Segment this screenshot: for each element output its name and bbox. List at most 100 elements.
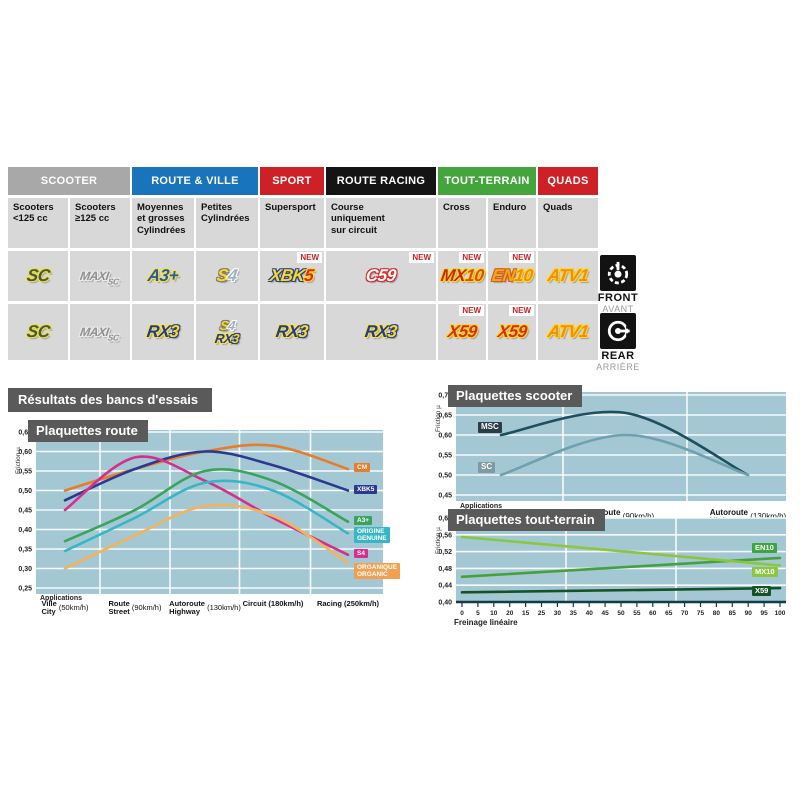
svg-text:0,50: 0,50 [438, 473, 452, 480]
chart-title: Plaquettes tout-terrain [448, 509, 605, 531]
svg-text:0,55: 0,55 [18, 469, 32, 476]
svg-text:0,52: 0,52 [438, 549, 452, 556]
chart-canvas: 0,70 0,65 0,60 0,55 0,50 0,45 [438, 392, 786, 501]
svg-text:0,48: 0,48 [438, 566, 452, 573]
svg-text:0,70: 0,70 [438, 393, 452, 400]
svg-text:0,65: 0,65 [438, 413, 452, 420]
svg-text:45: 45 [601, 610, 609, 617]
group-header-route-ville: ROUTE & VILLE [132, 167, 258, 195]
front-label-block: FRONT AVANT [592, 255, 644, 314]
subheader-1: Scooters ≥125 cc [70, 198, 130, 248]
legend-chip-origine: ORIGINE GENUINE [354, 527, 390, 544]
svg-text:0,45: 0,45 [18, 508, 32, 515]
new-badge: NEW [459, 252, 484, 263]
svg-text:0,44: 0,44 [438, 583, 452, 590]
product-logo: XBK5 [269, 266, 316, 286]
group-header-quads: QUADS [538, 167, 598, 195]
subheader-8: Quads [538, 198, 598, 248]
product-cell-rx3: RX3 [260, 304, 324, 360]
chart-plaquettes-tout-terrain: 0,60 0,56 0,52 0,48 0,44 0,40 0 5 10 20 15 25 30 35 40… [420, 508, 800, 634]
new-badge: NEW [297, 252, 322, 263]
x-axis-label: Applications [460, 503, 503, 510]
legend-chip-xbk5: XBK5 [354, 485, 378, 495]
svg-text:0,45: 0,45 [438, 493, 452, 500]
product-logo: ATV1 [546, 266, 590, 286]
product-logo: MAXISC [79, 268, 120, 287]
subheader-2: Moyennes et grosses Cylindrées [132, 198, 194, 248]
arriere-label: ARRIÈRE [596, 362, 640, 372]
product-logo: MX10 [439, 266, 485, 286]
chart-plaquettes-scooter: 0,70 0,65 0,60 0,55 0,50 0,45 Plaquettes scoot… [420, 384, 800, 534]
product-cell-a3-: A3+ [132, 251, 194, 301]
chart-canvas: 0,60 0,56 0,52 0,48 0,44 0,40 0 5 10 20 15 25 30 35 40… [438, 516, 786, 617]
svg-text:70: 70 [681, 610, 689, 617]
svg-text:50: 50 [617, 610, 625, 617]
svg-text:0,60: 0,60 [18, 449, 32, 456]
subheader-3: Petites Cylindrées [196, 198, 258, 248]
product-logo: RX3 [214, 331, 240, 346]
product-logo: SC [25, 322, 51, 342]
svg-text:0,50: 0,50 [18, 488, 32, 495]
group-header-tout-terrain: TOUT-TERRAIN [438, 167, 536, 195]
product-cell-s4-rx3: S4 RX3 [196, 304, 258, 360]
svg-text:60: 60 [649, 610, 657, 617]
svg-text:0,65: 0,65 [18, 430, 32, 437]
svg-text:95: 95 [760, 610, 768, 617]
results-banner: Résultats des bancs d'essais [8, 388, 213, 412]
product-logo: ATV1 [546, 322, 590, 342]
product-cell-en10: NEW EN10 [488, 251, 536, 301]
product-logo: S4 [218, 317, 236, 333]
x-axis-label: Freinage linéaire [454, 618, 518, 627]
product-cell-s4: S4 [196, 251, 258, 301]
svg-text:20: 20 [506, 610, 514, 617]
svg-text:0,60: 0,60 [438, 433, 452, 440]
svg-text:55: 55 [633, 610, 641, 617]
product-logo: EN10 [490, 266, 534, 286]
svg-text:35: 35 [570, 610, 578, 617]
product-cell-rx3: RX3 [132, 304, 194, 360]
product-cell-sc: SC [8, 304, 68, 360]
svg-text:15: 15 [522, 610, 530, 617]
product-cell-xbk5: NEW XBK5 [260, 251, 324, 301]
svg-text:25: 25 [538, 610, 546, 617]
svg-text:100: 100 [775, 610, 786, 617]
legend-chip-cm: CM [354, 463, 371, 473]
product-cell-mx10: NEW MX10 [438, 251, 486, 301]
new-badge: NEW [409, 252, 434, 263]
legend-chip-msc: MSC [478, 422, 502, 433]
legend-chip-organique: ORGANIQUE ORGANIC [354, 563, 401, 580]
svg-text:90: 90 [745, 610, 753, 617]
rear-brake-disc-icon [600, 313, 636, 349]
front-label: FRONT [597, 292, 639, 304]
product-logo: S4 [215, 266, 239, 286]
product-cell-maxi-sc: MAXISC [70, 251, 130, 301]
product-cell-maxi-sc: MAXISC [70, 304, 130, 360]
svg-text:0,25: 0,25 [18, 586, 32, 593]
product-logo: SC [25, 266, 51, 286]
chart-plaquettes-route: 0,65 0,60 0,55 0,50 0,45 0,40 0,35 0,30 0,25 Plaq… [6, 416, 406, 632]
svg-text:40: 40 [586, 610, 594, 617]
chart-canvas: 0,65 0,60 0,55 0,50 0,45 0,40 0,35 0,30 0,25 [18, 430, 383, 594]
product-logo: X59 [496, 322, 528, 342]
subheader-0: Scooters <125 cc [8, 198, 68, 248]
subheader-7: Enduro [488, 198, 536, 248]
svg-text:30: 30 [554, 610, 562, 617]
legend-chip-sc: SC [478, 462, 496, 473]
svg-text:0,55: 0,55 [438, 453, 452, 460]
product-cell-x59: NEW X59 [438, 304, 486, 360]
product-logo: MAXISC [79, 324, 120, 343]
rear-label-block: REAR ARRIÈRE [592, 313, 644, 372]
table-rear-row: SC MAXISC RX3 S4 RX3 RX3 RX3 NEW X59 NEW X59 ATV1 [8, 304, 598, 360]
product-cell-rx3: RX3 [326, 304, 436, 360]
product-cell-atv1: ATV1 [538, 251, 598, 301]
svg-text:80: 80 [713, 610, 721, 617]
subheader-4: Supersport [260, 198, 324, 248]
svg-text:0: 0 [460, 610, 464, 617]
svg-text:0,60: 0,60 [438, 516, 452, 523]
legend-chip-a3-: A3+ [354, 516, 373, 526]
avant-label: AVANT [602, 304, 634, 314]
